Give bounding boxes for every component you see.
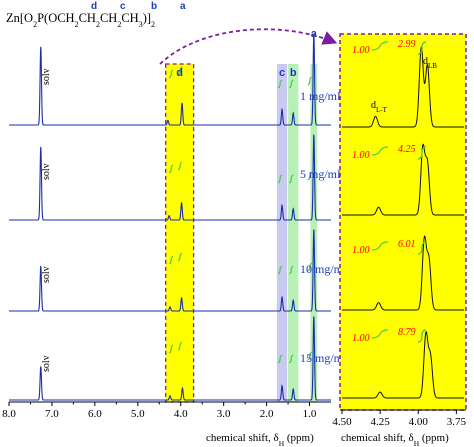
zoom-spectrum-trace	[342, 331, 464, 399]
integral-mark	[168, 69, 174, 79]
integral-curve-dLB	[417, 146, 427, 160]
site-letter-c: c	[120, 1, 126, 12]
integral-curve-dLT	[371, 41, 389, 51]
zoom-tick-label: 4.25	[371, 416, 391, 428]
concentration-labels: 1 mg/mL 5 mg/mL 10 mg/mL 15 mg/mL	[300, 89, 350, 365]
formula-site-letters: d c b a	[91, 1, 186, 12]
concentration-label: 15 mg/mL	[300, 351, 350, 365]
zoom-tick-label: 4.50	[332, 416, 352, 428]
concentration-label: 10 mg/mL	[300, 262, 350, 276]
region-b	[288, 64, 299, 402]
region-d	[165, 63, 195, 403]
main-tick-label: 5.0	[131, 408, 145, 420]
integral-mark	[177, 341, 183, 351]
integral-mark	[307, 351, 313, 361]
formula-text: Zn[O2P(OCH2CH2CH2CH3)]2	[6, 11, 155, 29]
integral-value-dLB: 4.25	[398, 144, 416, 155]
spectrum-trace	[9, 316, 331, 401]
concentration-label: 5 mg/mL	[300, 167, 344, 181]
main-x-axis: 8.0 7.0 6.0 5.0 4.0 3.0 2.0 1.0	[2, 401, 331, 420]
integral-mark	[288, 265, 294, 275]
main-tick-label: 7.0	[45, 408, 59, 420]
integral-mark	[277, 354, 283, 364]
integral-curve-dLB	[417, 329, 427, 343]
peak-label-dLT-sub: L-T	[376, 106, 388, 114]
zoom-x-axis-label: chemical shift, δH (ppm)	[341, 432, 449, 447]
integral-value-dLB: 2.99	[398, 39, 416, 50]
integral-mark	[168, 164, 174, 174]
integral-mark	[277, 265, 283, 275]
integral-mark	[277, 174, 283, 184]
integral-value-dLT: 1.00	[352, 45, 370, 56]
main-tick-label: 2.0	[260, 408, 274, 420]
region-label-c: c	[279, 67, 285, 79]
integral-curve-dLT	[371, 241, 389, 251]
region-label-b: b	[290, 67, 297, 79]
integral-value-dLT: 1.00	[352, 333, 370, 344]
spectrum-trace	[9, 33, 331, 126]
integral-curve-dLB	[417, 241, 427, 255]
region-labels: d c b a	[176, 28, 317, 79]
integral-mark	[177, 66, 183, 76]
peak-label-dLB-sub: LB	[428, 62, 437, 70]
main-tick-label: 4.0	[174, 408, 188, 420]
integral-mark	[177, 252, 183, 262]
integral-mark	[168, 344, 174, 354]
integral-mark	[177, 161, 183, 171]
zoom-spectrum-trace	[342, 46, 464, 128]
integral-curve-dLT	[371, 329, 389, 339]
zoom-spectrum-trace	[342, 235, 464, 311]
integral-value-dLT: 1.00	[352, 245, 370, 256]
integral-mark	[277, 79, 283, 89]
zoom-tick-label: 4.00	[409, 416, 429, 428]
region-c	[276, 64, 288, 402]
zoom-spectra	[342, 46, 464, 399]
integral-mark	[288, 354, 294, 364]
integral-mark	[307, 76, 313, 86]
concentration-label: 1 mg/mL	[300, 89, 344, 103]
solvent-label: solv	[41, 163, 52, 180]
integral-value-dLT: 1.00	[352, 150, 370, 161]
site-letter-b: b	[151, 1, 157, 12]
spectrum-trace	[9, 229, 331, 312]
main-tick-label: 1.0	[303, 408, 317, 420]
region-label-a: a	[311, 28, 318, 40]
integral-value-dLB: 6.01	[398, 239, 416, 250]
highlight-regions	[165, 63, 318, 403]
integral-mark	[288, 174, 294, 184]
main-tick-label: 6.0	[88, 408, 102, 420]
integral-curve-dLB	[417, 41, 427, 55]
spectrum-trace	[9, 134, 331, 221]
main-x-axis-label: chemical shift, δH (ppm)	[206, 432, 314, 447]
integral-mark	[307, 171, 313, 181]
solvent-label: solv	[41, 266, 52, 283]
zoom-panel-background	[339, 33, 467, 411]
site-letter-d: d	[91, 1, 97, 12]
zoom-tick-label: 3.75	[447, 416, 467, 428]
region-label-d: d	[176, 67, 183, 79]
integral-mark	[168, 255, 174, 265]
integral-mark	[288, 79, 294, 89]
zoom-arrow	[159, 28, 338, 65]
main-tick-label: 3.0	[217, 408, 231, 420]
main-spectra: solv solv solv solv	[9, 33, 331, 401]
main-tick-label: 8.0	[2, 408, 16, 420]
integral-value-dLB: 8.79	[398, 327, 416, 338]
integral-curve-dLT	[371, 146, 389, 156]
zoom-spectrum-trace	[342, 143, 464, 216]
zoom-x-axis: 4.50 4.25 4.00 3.75	[332, 409, 467, 428]
solvent-label: solv	[41, 68, 52, 85]
site-letter-a: a	[180, 1, 186, 12]
integral-mark	[307, 262, 313, 272]
solvent-label: solv	[41, 355, 52, 372]
